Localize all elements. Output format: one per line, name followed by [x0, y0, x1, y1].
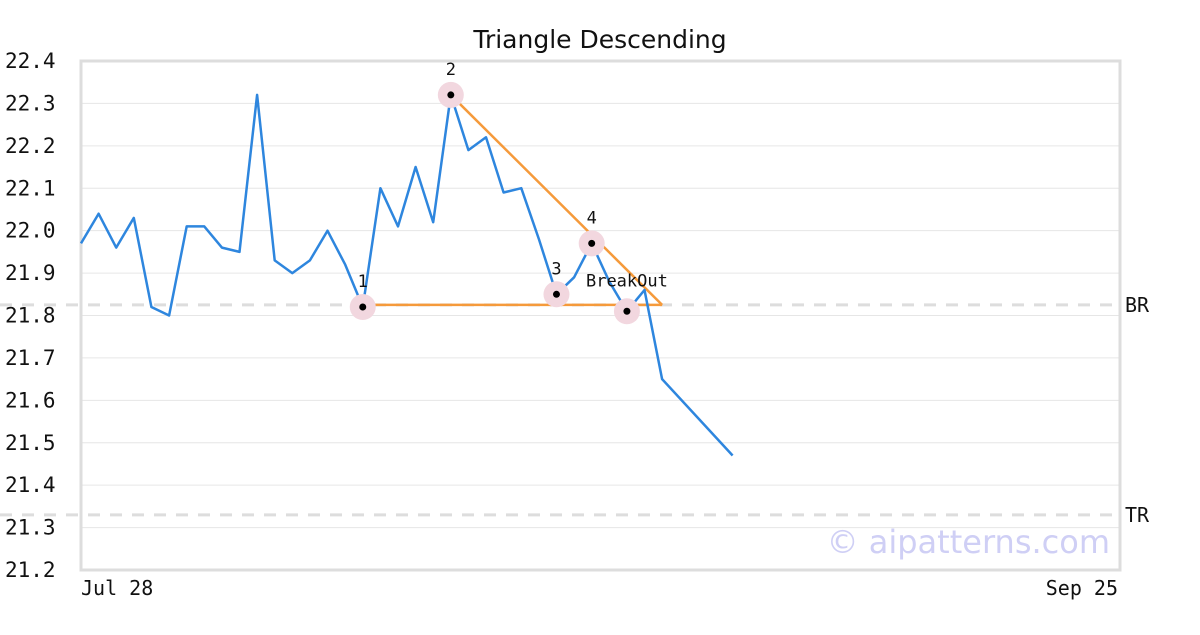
point-label: 4 — [587, 208, 597, 228]
point-label: 3 — [551, 259, 561, 279]
point-label: BreakOut — [586, 271, 668, 291]
reference-label-br: BR — [1125, 293, 1150, 317]
point-marker — [359, 303, 367, 311]
pattern-points: 1 2 3 4 BreakOut — [349, 60, 668, 325]
y-tick-label: 21.7 — [5, 346, 56, 370]
y-tick-label: 21.3 — [5, 516, 56, 540]
y-tick-label: 22.1 — [5, 176, 56, 200]
x-axis-ticks: Jul 28 Sep 25 — [81, 576, 1118, 600]
point-label: 1 — [358, 272, 368, 292]
point-marker — [447, 91, 455, 99]
x-tick-label: Jul 28 — [81, 576, 153, 600]
price-line — [79, 93, 734, 457]
chart-title: Triangle Descending — [472, 25, 726, 54]
watermark-text: © aipatterns.com — [827, 523, 1110, 561]
y-tick-label: 22.3 — [5, 91, 56, 115]
pattern-lines — [362, 94, 664, 307]
point-marker — [588, 239, 596, 247]
y-tick-label: 21.8 — [5, 304, 56, 328]
point-label: 2 — [446, 60, 456, 80]
y-tick-label: 22.4 — [5, 49, 56, 73]
y-axis-ticks: 21.2 21.3 21.4 21.5 21.6 21.7 21.8 21.9 22.0 22.1… — [5, 49, 56, 582]
plot-frame — [79, 59, 1122, 572]
grid-layer — [81, 60, 1120, 571]
x-tick-label: Sep 25 — [1046, 576, 1118, 600]
point-marker — [623, 307, 631, 315]
y-tick-label: 21.5 — [5, 431, 56, 455]
series-layer — [79, 93, 734, 457]
y-tick-label: 21.2 — [5, 558, 56, 582]
y-tick-label: 21.6 — [5, 388, 56, 412]
reference-lines: BR TR — [0, 293, 1150, 527]
pattern-line — [449, 94, 664, 306]
y-tick-label: 21.9 — [5, 261, 56, 285]
point-marker — [552, 290, 560, 298]
y-tick-label: 22.0 — [5, 219, 56, 243]
reference-label-tr: TR — [1125, 503, 1150, 527]
y-tick-label: 21.4 — [5, 473, 56, 497]
y-tick-label: 22.2 — [5, 134, 56, 158]
